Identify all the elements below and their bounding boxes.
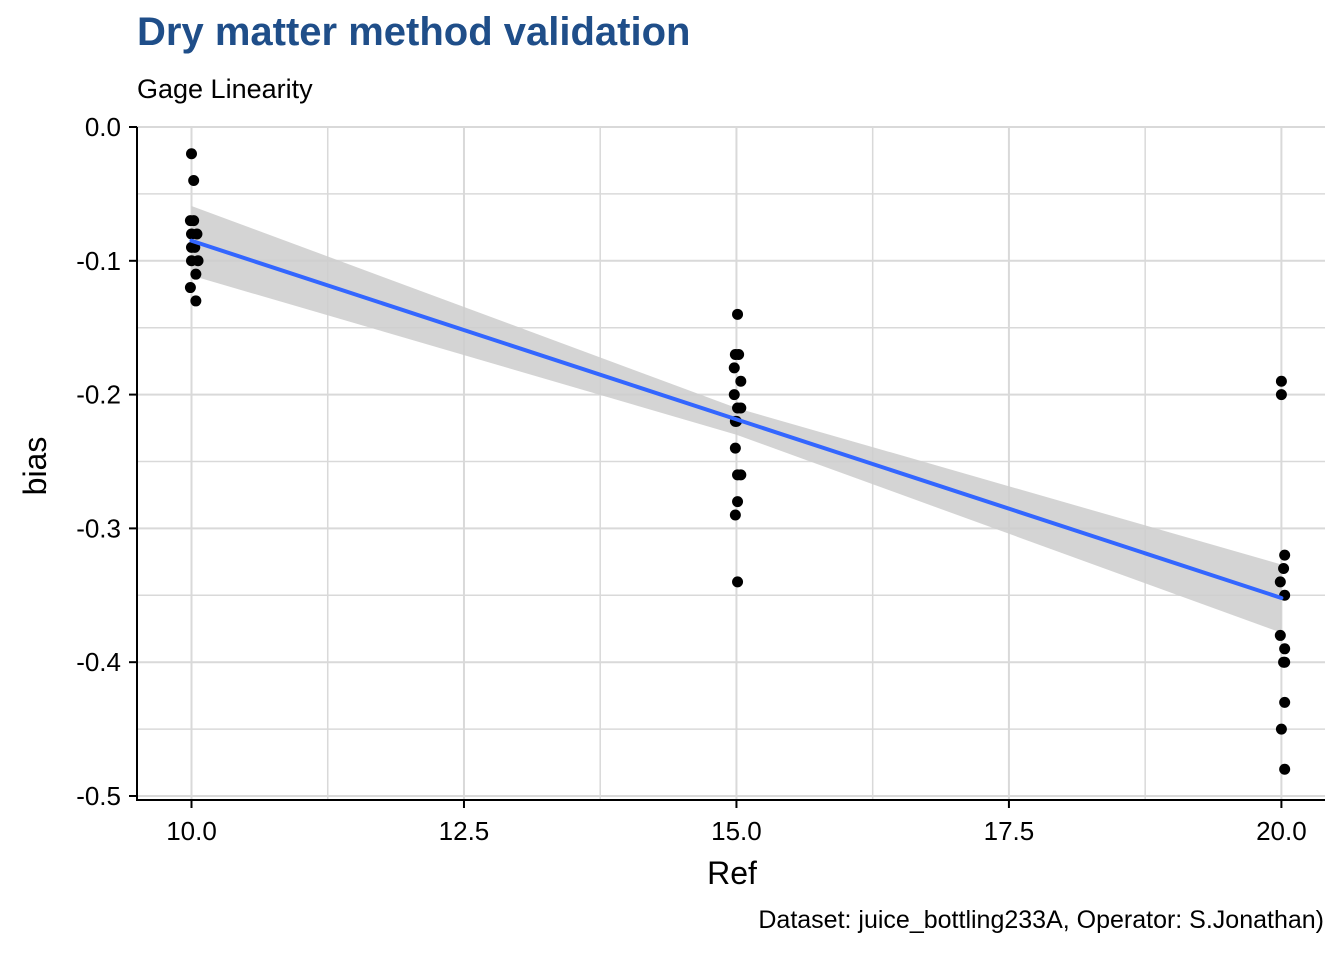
data-point [1275, 375, 1287, 387]
data-point [728, 362, 740, 374]
data-point [190, 295, 202, 307]
data-point [735, 375, 747, 387]
x-tick-label: 15.0 [711, 816, 762, 846]
y-tick-label: -0.5 [76, 781, 121, 811]
data-point [728, 389, 740, 401]
data-point [1275, 723, 1287, 735]
data-point [735, 469, 747, 481]
data-point [729, 509, 741, 521]
y-axis-title: bias [17, 437, 53, 496]
data-point [191, 228, 203, 240]
x-tick-label: 10.0 [166, 816, 217, 846]
chart-title: Dry matter method validation [137, 10, 691, 54]
y-tick-label: -0.2 [76, 380, 121, 410]
point-layer [184, 148, 1291, 775]
data-point [733, 348, 745, 360]
data-point [732, 308, 744, 320]
x-tick-label: 12.5 [439, 816, 490, 846]
data-point [184, 282, 196, 294]
data-point [1279, 549, 1291, 561]
fit-line [189, 238, 1284, 600]
data-point [192, 255, 204, 267]
axis-layer: 0.0 -0.1 -0.2 -0.3 -0.4 -0.5 10.0 12.5 15.0 17.5 2… [76, 112, 1325, 846]
fit-line-layer [189, 238, 1284, 600]
data-point [732, 576, 744, 588]
data-point [729, 442, 741, 454]
data-point [1279, 643, 1291, 655]
data-point [1274, 576, 1286, 588]
y-tick-label: -0.4 [76, 647, 121, 677]
grid-layer [137, 126, 1325, 800]
data-point [735, 402, 747, 414]
data-point [1279, 656, 1291, 668]
data-point [1278, 563, 1290, 575]
chart-caption: Dataset: juice_bottling233A, Operator: S… [758, 906, 1324, 934]
data-point [1279, 763, 1291, 775]
data-point [188, 175, 200, 187]
data-point [1275, 389, 1287, 401]
data-point [732, 496, 744, 508]
data-point [1279, 696, 1291, 708]
x-axis-title: Ref [707, 855, 757, 891]
x-tick-label: 20.0 [1256, 816, 1307, 846]
data-point [188, 215, 200, 227]
y-tick-label: 0.0 [85, 112, 121, 142]
x-tick-label: 17.5 [984, 816, 1035, 846]
y-tick-label: -0.3 [76, 513, 121, 543]
y-tick-label: -0.1 [76, 246, 121, 276]
data-point [1274, 629, 1286, 641]
data-point [190, 268, 202, 280]
chart-subtitle: Gage Linearity [137, 74, 313, 104]
data-point [185, 148, 197, 160]
